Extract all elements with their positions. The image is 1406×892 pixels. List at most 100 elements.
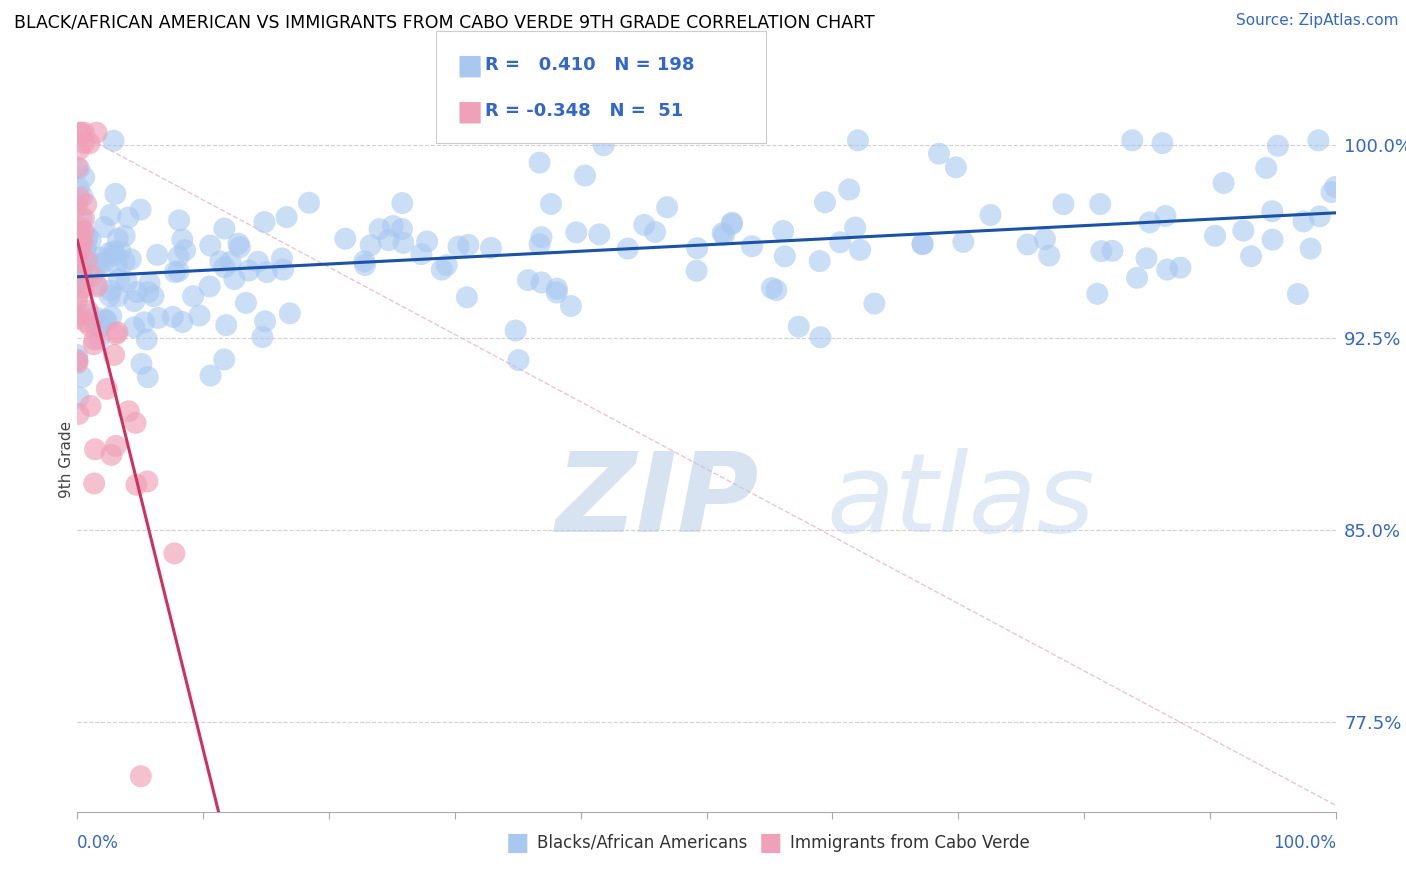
Point	[125, 285, 148, 299]
Point	[100, 309, 122, 323]
Point	[1017, 237, 1039, 252]
Point	[103, 244, 125, 259]
Point	[129, 769, 152, 783]
Point	[1090, 244, 1112, 259]
Point	[1038, 249, 1060, 263]
Point	[1308, 133, 1330, 147]
Point	[814, 195, 837, 210]
Point	[83, 476, 105, 491]
Point	[72, 189, 94, 203]
Point	[1261, 233, 1284, 247]
Point	[238, 263, 260, 277]
Point	[100, 208, 122, 222]
Point	[1267, 138, 1289, 153]
Point	[391, 222, 413, 236]
Point	[228, 236, 250, 251]
Text: 100.0%: 100.0%	[1272, 834, 1336, 852]
Point	[560, 299, 582, 313]
Text: ■: ■	[457, 97, 484, 126]
Point	[66, 348, 89, 362]
Text: 0.0%: 0.0%	[77, 834, 120, 852]
Point	[163, 265, 186, 279]
Point	[66, 353, 89, 368]
Point	[253, 215, 276, 229]
Point	[517, 273, 540, 287]
Point	[66, 286, 89, 301]
Point	[66, 307, 89, 321]
Point	[80, 233, 103, 247]
Point	[529, 237, 551, 252]
Point	[546, 285, 568, 300]
Point	[83, 333, 105, 347]
Point	[104, 327, 127, 342]
Point	[430, 262, 453, 277]
Point	[246, 254, 269, 268]
Point	[911, 236, 934, 251]
Point	[1154, 209, 1177, 223]
Point	[436, 258, 458, 272]
Point	[138, 276, 160, 290]
Point	[846, 133, 869, 147]
Point	[89, 320, 111, 334]
Point	[588, 227, 610, 242]
Point	[66, 311, 89, 326]
Point	[167, 264, 190, 278]
Point	[810, 330, 832, 344]
Point	[214, 260, 236, 275]
Point	[132, 315, 155, 329]
Text: R =   0.410   N = 198: R = 0.410 N = 198	[485, 56, 695, 74]
Point	[360, 238, 382, 252]
Point	[574, 169, 596, 183]
Point	[124, 416, 146, 430]
Point	[117, 211, 139, 225]
Point	[107, 325, 129, 339]
Point	[721, 217, 744, 231]
Point	[235, 296, 257, 310]
Point	[118, 404, 141, 418]
Point	[69, 256, 91, 270]
Point	[100, 284, 122, 298]
Point	[67, 407, 90, 421]
Point	[93, 255, 115, 269]
Point	[142, 289, 165, 303]
Point	[1170, 260, 1192, 275]
Point	[530, 230, 553, 244]
Point	[546, 282, 568, 296]
Point	[980, 208, 1002, 222]
Point	[146, 310, 169, 325]
Point	[72, 280, 94, 294]
Point	[849, 243, 872, 257]
Point	[70, 269, 93, 284]
Point	[256, 265, 278, 279]
Point	[479, 241, 502, 255]
Point	[67, 391, 90, 405]
Point	[787, 319, 810, 334]
Point	[66, 356, 89, 370]
Point	[1052, 197, 1074, 211]
Point	[122, 294, 145, 309]
Point	[146, 248, 169, 262]
Point	[808, 254, 831, 268]
Point	[209, 254, 232, 268]
Point	[69, 126, 91, 140]
Point	[115, 275, 138, 289]
Point	[75, 315, 97, 329]
Point	[1261, 204, 1284, 219]
Point	[136, 285, 159, 299]
Point	[411, 247, 433, 261]
Point	[172, 232, 194, 246]
Point	[1212, 176, 1234, 190]
Point	[67, 181, 90, 195]
Point	[100, 448, 122, 462]
Point	[229, 240, 252, 254]
Point	[66, 275, 89, 289]
Point	[377, 233, 399, 247]
Point	[830, 235, 852, 250]
Point	[1152, 136, 1174, 150]
Point	[1126, 270, 1149, 285]
Point	[928, 146, 950, 161]
Point	[75, 197, 97, 211]
Point	[73, 273, 96, 287]
Point	[530, 276, 553, 290]
Point	[181, 289, 204, 303]
